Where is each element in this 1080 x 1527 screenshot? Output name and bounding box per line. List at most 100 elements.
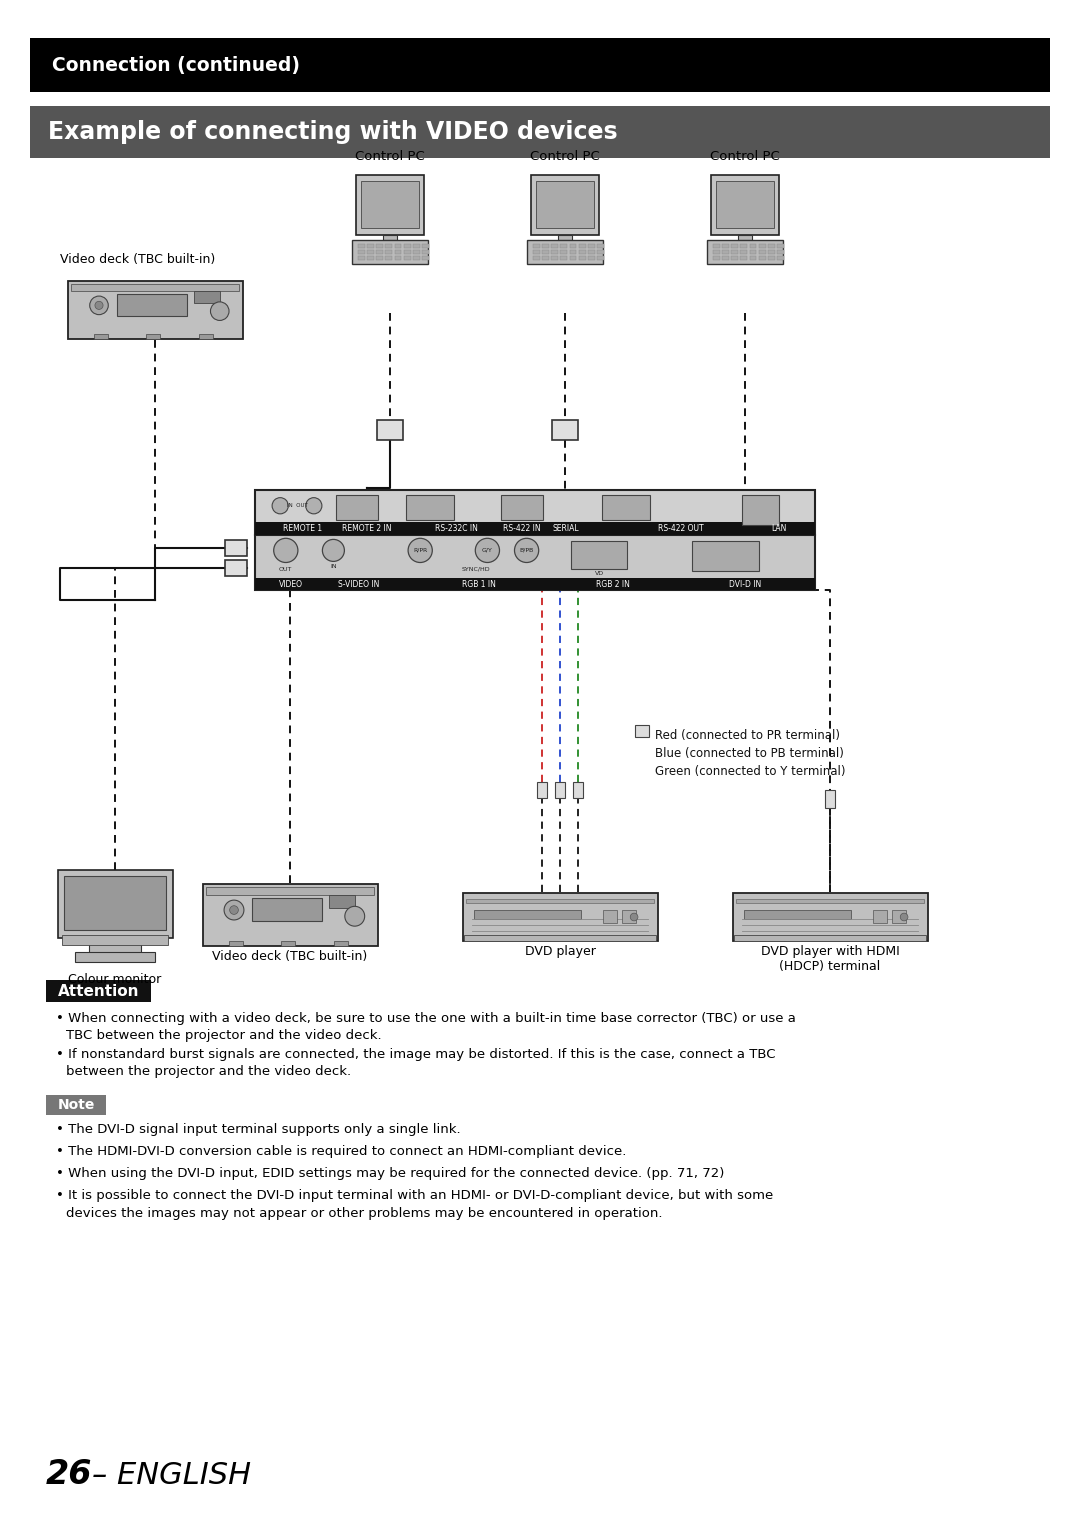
- FancyBboxPatch shape: [255, 522, 815, 534]
- Text: 26: 26: [46, 1458, 93, 1492]
- FancyBboxPatch shape: [759, 250, 766, 253]
- FancyBboxPatch shape: [413, 244, 420, 247]
- FancyBboxPatch shape: [357, 244, 365, 247]
- FancyBboxPatch shape: [635, 725, 649, 738]
- Circle shape: [230, 906, 239, 915]
- Text: Red (connected to PR terminal): Red (connected to PR terminal): [654, 728, 840, 742]
- Text: Control PC: Control PC: [711, 150, 780, 163]
- Text: • The HDMI-DVI-D conversion cable is required to connect an HDMI-compliant devic: • The HDMI-DVI-D conversion cable is req…: [56, 1145, 626, 1157]
- Circle shape: [95, 301, 103, 310]
- Circle shape: [273, 539, 298, 562]
- FancyBboxPatch shape: [768, 257, 774, 260]
- FancyBboxPatch shape: [571, 541, 627, 570]
- FancyBboxPatch shape: [376, 257, 383, 260]
- FancyBboxPatch shape: [57, 870, 173, 938]
- FancyBboxPatch shape: [768, 250, 774, 253]
- FancyBboxPatch shape: [741, 257, 747, 260]
- FancyBboxPatch shape: [394, 244, 402, 247]
- FancyBboxPatch shape: [376, 244, 383, 247]
- Circle shape: [408, 539, 432, 562]
- FancyBboxPatch shape: [750, 250, 756, 253]
- Text: Video deck (TBC built-in): Video deck (TBC built-in): [60, 253, 215, 267]
- Text: R/PR: R/PR: [413, 548, 428, 553]
- Text: REMOTE 2 IN: REMOTE 2 IN: [342, 524, 392, 533]
- Text: Blue (connected to PB terminal): Blue (connected to PB terminal): [654, 747, 843, 759]
- Text: Green (connected to Y terminal): Green (connected to Y terminal): [654, 765, 846, 777]
- FancyBboxPatch shape: [741, 250, 747, 253]
- FancyBboxPatch shape: [738, 235, 752, 240]
- FancyBboxPatch shape: [742, 495, 779, 525]
- Text: LAN: LAN: [771, 524, 786, 533]
- FancyBboxPatch shape: [146, 334, 160, 339]
- FancyBboxPatch shape: [467, 899, 653, 902]
- FancyBboxPatch shape: [542, 257, 549, 260]
- FancyBboxPatch shape: [357, 257, 365, 260]
- FancyBboxPatch shape: [75, 951, 156, 962]
- FancyBboxPatch shape: [597, 244, 604, 247]
- FancyBboxPatch shape: [716, 180, 774, 228]
- Text: RGB 1 IN: RGB 1 IN: [462, 580, 496, 589]
- Text: Video deck (TBC built-in): Video deck (TBC built-in): [213, 950, 367, 964]
- FancyBboxPatch shape: [692, 541, 759, 571]
- FancyBboxPatch shape: [464, 935, 656, 941]
- FancyBboxPatch shape: [711, 176, 780, 235]
- FancyBboxPatch shape: [532, 257, 540, 260]
- FancyBboxPatch shape: [255, 534, 815, 589]
- Text: – ENGLISH: – ENGLISH: [92, 1460, 251, 1489]
- FancyBboxPatch shape: [386, 257, 392, 260]
- Text: Connection (continued): Connection (continued): [52, 55, 300, 75]
- FancyBboxPatch shape: [555, 782, 565, 799]
- FancyBboxPatch shape: [530, 176, 599, 235]
- FancyBboxPatch shape: [579, 257, 585, 260]
- FancyBboxPatch shape: [723, 257, 729, 260]
- Text: devices the images may not appear or other problems may be encountered in operat: devices the images may not appear or oth…: [66, 1206, 662, 1220]
- FancyBboxPatch shape: [778, 244, 784, 247]
- FancyBboxPatch shape: [357, 250, 365, 253]
- FancyBboxPatch shape: [65, 876, 165, 930]
- Circle shape: [272, 498, 288, 515]
- Circle shape: [901, 913, 908, 921]
- FancyBboxPatch shape: [542, 250, 549, 253]
- FancyBboxPatch shape: [603, 495, 650, 521]
- FancyBboxPatch shape: [90, 942, 140, 954]
- FancyBboxPatch shape: [561, 250, 567, 253]
- FancyBboxPatch shape: [536, 180, 594, 228]
- Text: Control PC: Control PC: [355, 150, 424, 163]
- Text: RS-422 IN: RS-422 IN: [503, 524, 541, 533]
- Circle shape: [306, 498, 322, 515]
- Text: DVI-D IN: DVI-D IN: [729, 580, 761, 589]
- Text: RS-422 OUT: RS-422 OUT: [658, 524, 703, 533]
- FancyBboxPatch shape: [94, 334, 108, 339]
- Text: IN  OUT: IN OUT: [286, 504, 308, 508]
- FancyBboxPatch shape: [588, 250, 595, 253]
- Text: Example of connecting with VIDEO devices: Example of connecting with VIDEO devices: [48, 121, 618, 144]
- FancyBboxPatch shape: [551, 244, 558, 247]
- FancyBboxPatch shape: [394, 250, 402, 253]
- FancyBboxPatch shape: [734, 935, 926, 941]
- Text: IN: IN: [330, 565, 337, 570]
- FancyBboxPatch shape: [569, 257, 577, 260]
- FancyBboxPatch shape: [67, 281, 243, 339]
- FancyBboxPatch shape: [229, 941, 243, 947]
- FancyBboxPatch shape: [750, 257, 756, 260]
- Text: S-VIDEO IN: S-VIDEO IN: [338, 580, 379, 589]
- FancyBboxPatch shape: [394, 257, 402, 260]
- FancyBboxPatch shape: [386, 250, 392, 253]
- FancyBboxPatch shape: [404, 250, 410, 253]
- FancyBboxPatch shape: [552, 420, 578, 440]
- FancyBboxPatch shape: [527, 240, 604, 264]
- FancyBboxPatch shape: [501, 495, 543, 521]
- FancyBboxPatch shape: [334, 941, 348, 947]
- FancyBboxPatch shape: [579, 250, 585, 253]
- FancyBboxPatch shape: [63, 935, 167, 945]
- FancyBboxPatch shape: [199, 334, 213, 339]
- FancyBboxPatch shape: [46, 980, 151, 1002]
- Text: VD: VD: [595, 571, 604, 576]
- FancyBboxPatch shape: [731, 244, 738, 247]
- FancyBboxPatch shape: [336, 495, 378, 521]
- FancyBboxPatch shape: [622, 910, 636, 924]
- FancyBboxPatch shape: [741, 244, 747, 247]
- FancyBboxPatch shape: [744, 910, 851, 919]
- Text: G/Y: G/Y: [482, 548, 492, 553]
- FancyBboxPatch shape: [731, 250, 738, 253]
